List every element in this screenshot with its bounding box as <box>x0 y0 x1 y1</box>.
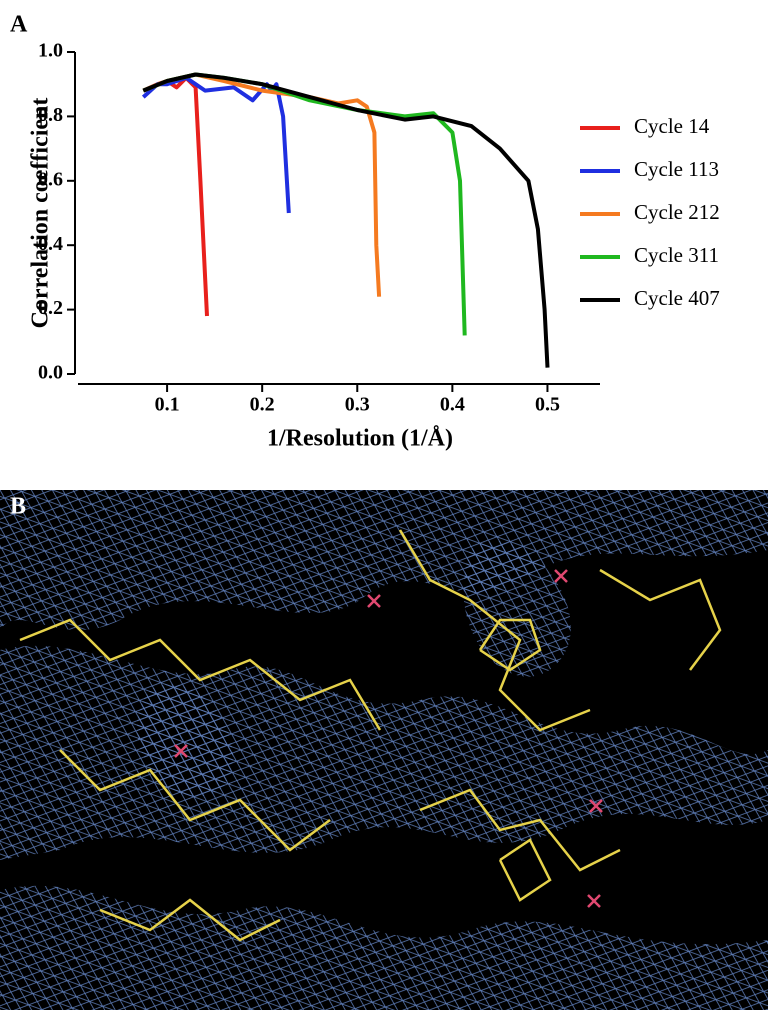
density-map: B <box>0 490 768 1010</box>
legend-label: Cycle 407 <box>634 286 720 310</box>
panel-label: A <box>10 12 28 38</box>
y-tick-label: 1.0 <box>38 40 63 62</box>
y-tick-label: 0.0 <box>38 362 63 384</box>
legend-label: Cycle 14 <box>634 114 710 138</box>
y-tick-label: 0.2 <box>38 297 63 319</box>
x-axis-title: 1/Resolution (1/Å) <box>267 426 453 452</box>
series-line <box>142 75 209 317</box>
x-tick-label: 0.1 <box>155 394 180 416</box>
series-line <box>142 72 467 336</box>
x-tick-label: 0.3 <box>345 394 370 416</box>
chart: A 1/Resolution (1/Å) Correlation coeffic… <box>10 12 720 452</box>
series-line <box>141 75 291 214</box>
legend-label: Cycle 311 <box>634 243 719 267</box>
x-tick-label: 0.4 <box>440 394 465 416</box>
x-tick-label: 0.2 <box>250 394 275 416</box>
y-tick-label: 0.4 <box>38 233 63 255</box>
y-tick-label: 0.8 <box>38 104 63 126</box>
legend-label: Cycle 212 <box>634 200 720 224</box>
series-line <box>142 72 550 368</box>
y-axis-title: Correlation coefficient <box>28 98 54 329</box>
legend-label: Cycle 113 <box>634 157 719 181</box>
y-tick-label: 0.6 <box>38 168 63 190</box>
x-tick-label: 0.5 <box>535 394 560 416</box>
panel-label: B <box>10 494 26 520</box>
